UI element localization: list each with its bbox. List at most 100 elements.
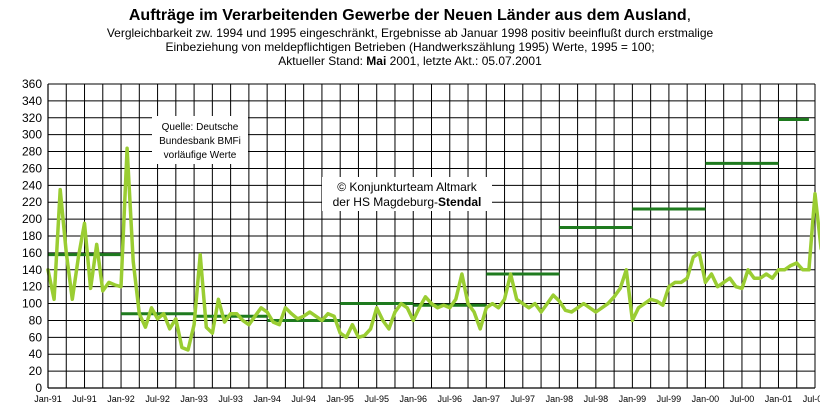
source-line-3: vorläufige Werte [164, 150, 237, 161]
data-point [217, 298, 220, 301]
data-point [229, 312, 232, 315]
data-point [186, 348, 190, 352]
data-point [259, 306, 263, 309]
data-point [466, 302, 470, 305]
data-point [801, 268, 805, 271]
y-tick-label: 340 [22, 94, 42, 108]
data-point [393, 310, 397, 314]
data-point [442, 304, 445, 307]
data-point [521, 302, 525, 305]
x-tick-label: Jan-93 [180, 394, 208, 404]
y-tick-label: 100 [22, 297, 42, 311]
data-point [405, 306, 409, 309]
data-point [740, 287, 744, 290]
data-point [192, 323, 196, 326]
data-point [308, 310, 311, 314]
y-tick-label: 240 [22, 178, 42, 192]
data-point [119, 285, 123, 288]
data-point [777, 268, 780, 271]
data-point [113, 283, 117, 287]
x-tick-label: Jan-99 [619, 394, 647, 404]
data-point [338, 331, 342, 335]
data-point [162, 312, 165, 315]
y-tick-label: 360 [22, 77, 42, 91]
data-point [168, 327, 171, 331]
x-tick-label: Jan-94 [253, 394, 281, 404]
data-point [235, 312, 238, 315]
y-tick-label: 300 [22, 128, 42, 142]
x-axis-ticks: Jan-91 Jul-91 Jan-92 Jul-92 Jan-93 Jul-93 Jan-… [34, 394, 820, 404]
data-point [448, 306, 451, 309]
data-point [89, 287, 92, 290]
data-point [576, 306, 579, 309]
y-tick-label: 160 [22, 246, 42, 260]
x-tick-label: Jul-00 [730, 394, 755, 404]
series-group [46, 146, 820, 352]
x-tick-label: Jul-92 [145, 394, 170, 404]
data-point [728, 277, 731, 280]
data-point [241, 319, 244, 322]
data-point [485, 306, 488, 309]
y-tick-label: 0 [35, 381, 42, 395]
x-tick-label: Jan-98 [546, 394, 574, 404]
data-point [180, 346, 184, 349]
x-tick-label: Jan-01 [765, 394, 793, 404]
data-point [667, 285, 671, 288]
x-tick-label: Jul-01 [803, 394, 820, 404]
data-point [418, 306, 421, 309]
y-tick-label: 220 [22, 195, 42, 209]
data-point [357, 336, 360, 339]
data-point [253, 315, 257, 318]
x-tick-label: Jul-98 [584, 394, 609, 404]
y-tick-label: 80 [29, 313, 43, 327]
data-point [363, 334, 366, 337]
data-point [387, 327, 391, 331]
x-tick-label: Jul-97 [511, 394, 536, 404]
y-tick-label: 320 [22, 111, 42, 125]
copyright-box [322, 177, 492, 211]
data-point [302, 315, 305, 318]
series-line [46, 146, 820, 352]
data-point [704, 281, 707, 284]
data-point [424, 295, 427, 298]
data-point [430, 302, 433, 305]
data-point [783, 268, 786, 271]
chart-header: Aufträge im Verarbeitenden Gewerbe der N… [0, 0, 820, 68]
x-tick-label: Jul-94 [291, 394, 316, 404]
subtitle-line-2: Einbeziehung von meldepflichtigen Betrie… [165, 40, 655, 54]
data-point [619, 287, 622, 290]
data-point [533, 302, 537, 305]
copyright-line-1: © Konjunkturteam Altmark [337, 180, 478, 194]
data-point [612, 295, 616, 298]
data-point [144, 326, 147, 329]
y-tick-label: 260 [22, 161, 42, 175]
data-point [198, 253, 202, 256]
data-point [320, 319, 324, 322]
data-point [95, 243, 98, 246]
data-point [679, 281, 683, 284]
x-tick-label: Jul-95 [364, 394, 389, 404]
data-point [631, 319, 634, 322]
data-point [478, 327, 482, 331]
data-point [412, 319, 415, 322]
data-point [71, 298, 74, 301]
data-point [746, 268, 750, 271]
data-point [552, 293, 555, 297]
data-point [673, 281, 677, 284]
data-point [558, 299, 561, 303]
data-point [174, 317, 178, 320]
data-point [284, 306, 287, 309]
data-point [497, 306, 500, 309]
x-tick-label: Jan-91 [34, 394, 62, 404]
data-point [789, 264, 792, 267]
y-tick-label: 60 [29, 330, 43, 344]
y-tick-label: 140 [22, 263, 42, 277]
x-tick-label: Jan-92 [107, 394, 135, 404]
x-tick-label: Jan-97 [473, 394, 501, 404]
data-point [570, 310, 573, 314]
data-point [685, 277, 689, 280]
x-tick-label: Jan-00 [692, 394, 720, 404]
source-line-2: Bundesbank BMFi [159, 136, 241, 147]
data-point [509, 272, 512, 276]
